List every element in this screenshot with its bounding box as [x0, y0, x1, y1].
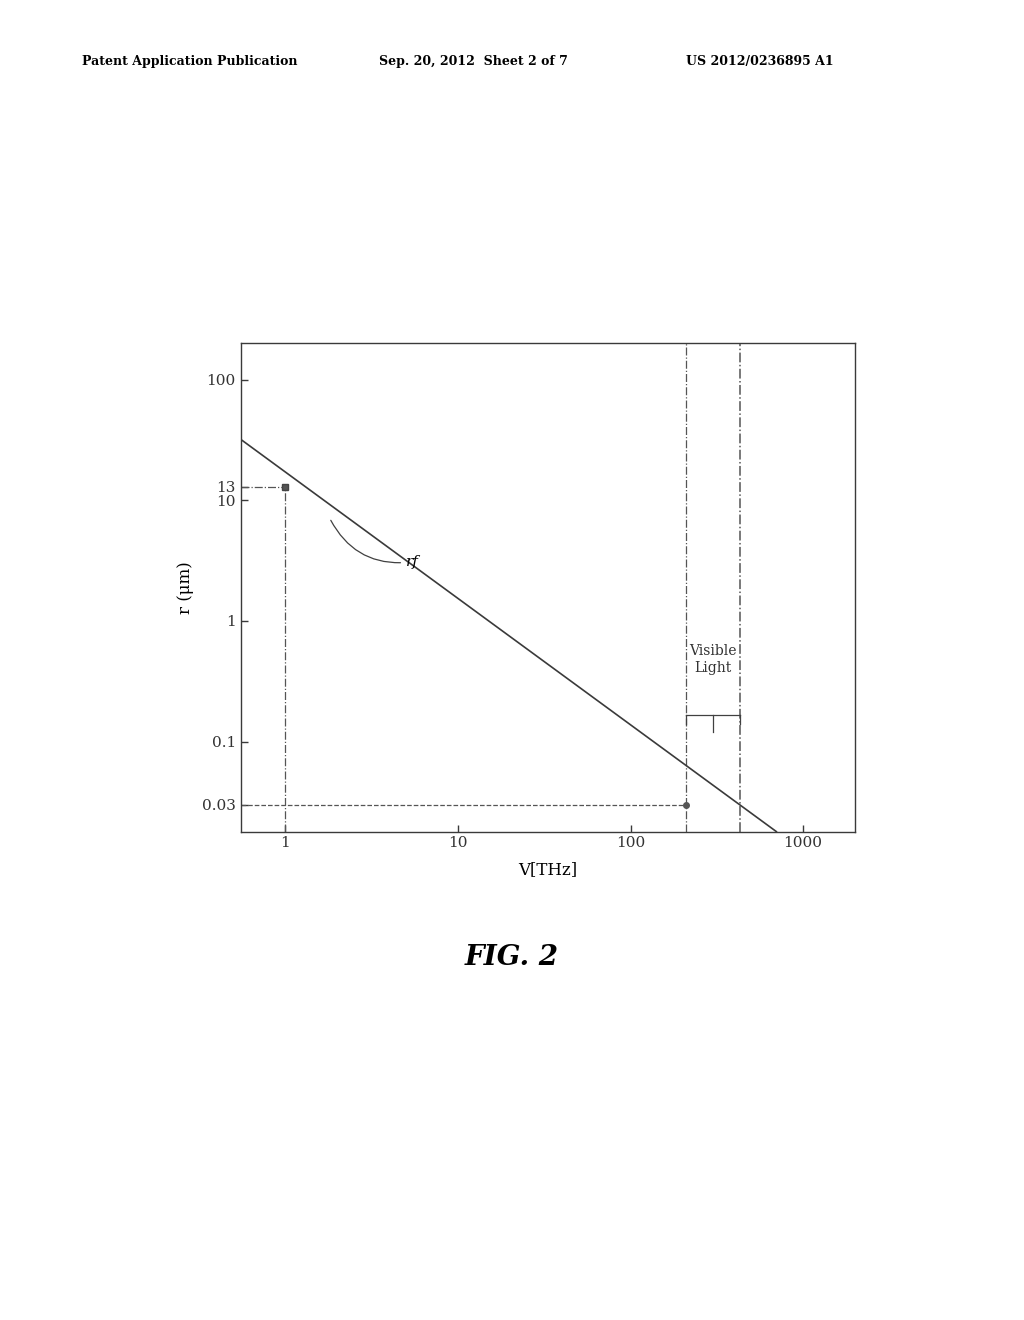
Text: FIG. 2: FIG. 2 [465, 944, 559, 970]
Text: Visible
Light: Visible Light [689, 644, 736, 675]
Text: rf: rf [331, 520, 419, 569]
Text: Sep. 20, 2012  Sheet 2 of 7: Sep. 20, 2012 Sheet 2 of 7 [379, 55, 567, 69]
Y-axis label: r (μm): r (μm) [176, 561, 194, 614]
Text: US 2012/0236895 A1: US 2012/0236895 A1 [686, 55, 834, 69]
X-axis label: V[THz]: V[THz] [518, 862, 578, 879]
Text: Patent Application Publication: Patent Application Publication [82, 55, 297, 69]
